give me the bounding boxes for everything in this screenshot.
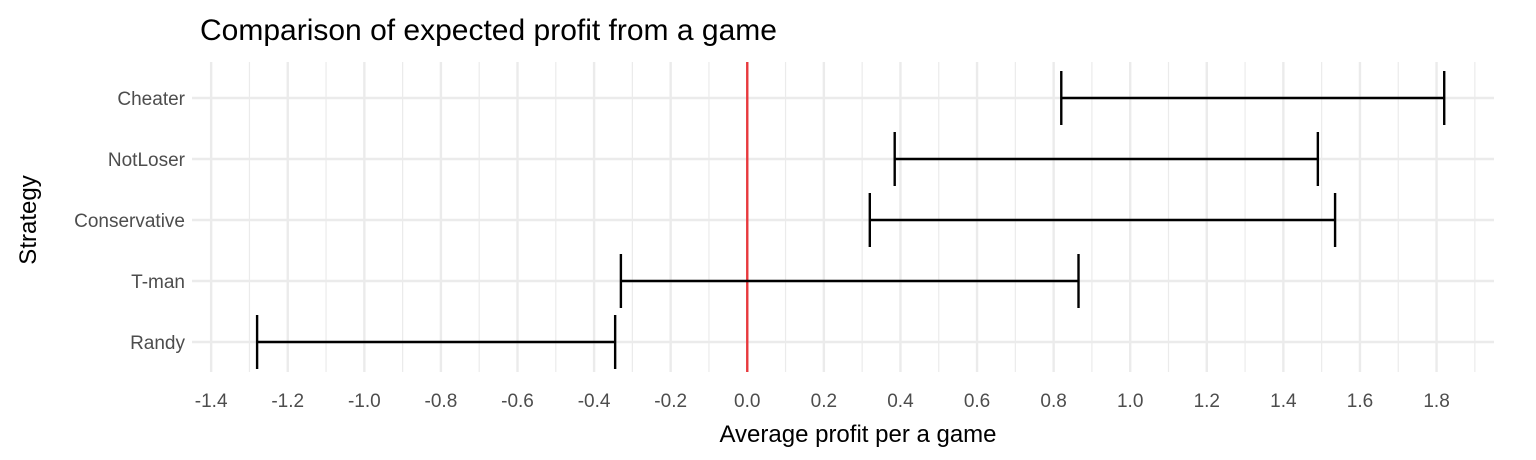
y-axis-ticks: Cheater NotLoser Conservative T-man Randy: [74, 89, 186, 354]
x-tick-label: -0.4: [578, 391, 611, 412]
x-tick-label: 1.0: [1117, 391, 1143, 412]
x-axis-title: Average profit per a game: [719, 421, 996, 448]
x-tick-label: 0.0: [734, 391, 760, 412]
x-tick-label: -0.8: [425, 391, 458, 412]
error-bar-conservative: [868, 193, 1337, 247]
y-tick-label: Conservative: [74, 211, 185, 232]
error-bar-t-man: [619, 254, 1080, 308]
x-tick-label: 1.8: [1423, 391, 1449, 412]
x-tick-label: 1.2: [1194, 391, 1220, 412]
error-bar-notloser: [893, 132, 1320, 186]
error-bar-randy: [255, 315, 617, 369]
x-tick-label: -0.6: [501, 391, 534, 412]
y-axis-title: Strategy: [15, 175, 42, 264]
x-tick-label: 0.6: [964, 391, 990, 412]
x-tick-label: 1.4: [1270, 391, 1297, 412]
chart-title: Comparison of expected profit from a gam…: [200, 14, 777, 47]
y-tick-label: NotLoser: [108, 150, 186, 171]
y-tick-label: Randy: [130, 333, 185, 354]
x-tick-label: 1.6: [1347, 391, 1373, 412]
error-bar-cheater: [1060, 71, 1446, 125]
x-axis-ticks: -1.4 -1.2 -1.0 -0.8 -0.6 -0.4 -0.2 0.0 0.2 0.4 0.6…: [195, 391, 1450, 412]
x-tick-label: -1.2: [271, 391, 304, 412]
x-tick-label: -1.0: [348, 391, 381, 412]
y-tick-label: Cheater: [117, 89, 185, 110]
x-tick-label: 0.4: [887, 391, 914, 412]
y-tick-label: T-man: [131, 272, 185, 293]
grid: [192, 62, 1494, 372]
error-bars: [255, 71, 1446, 369]
x-tick-label: 0.8: [1040, 391, 1066, 412]
x-tick-label: -1.4: [195, 391, 228, 412]
x-tick-label: 0.2: [811, 391, 837, 412]
x-tick-label: -0.2: [654, 391, 687, 412]
